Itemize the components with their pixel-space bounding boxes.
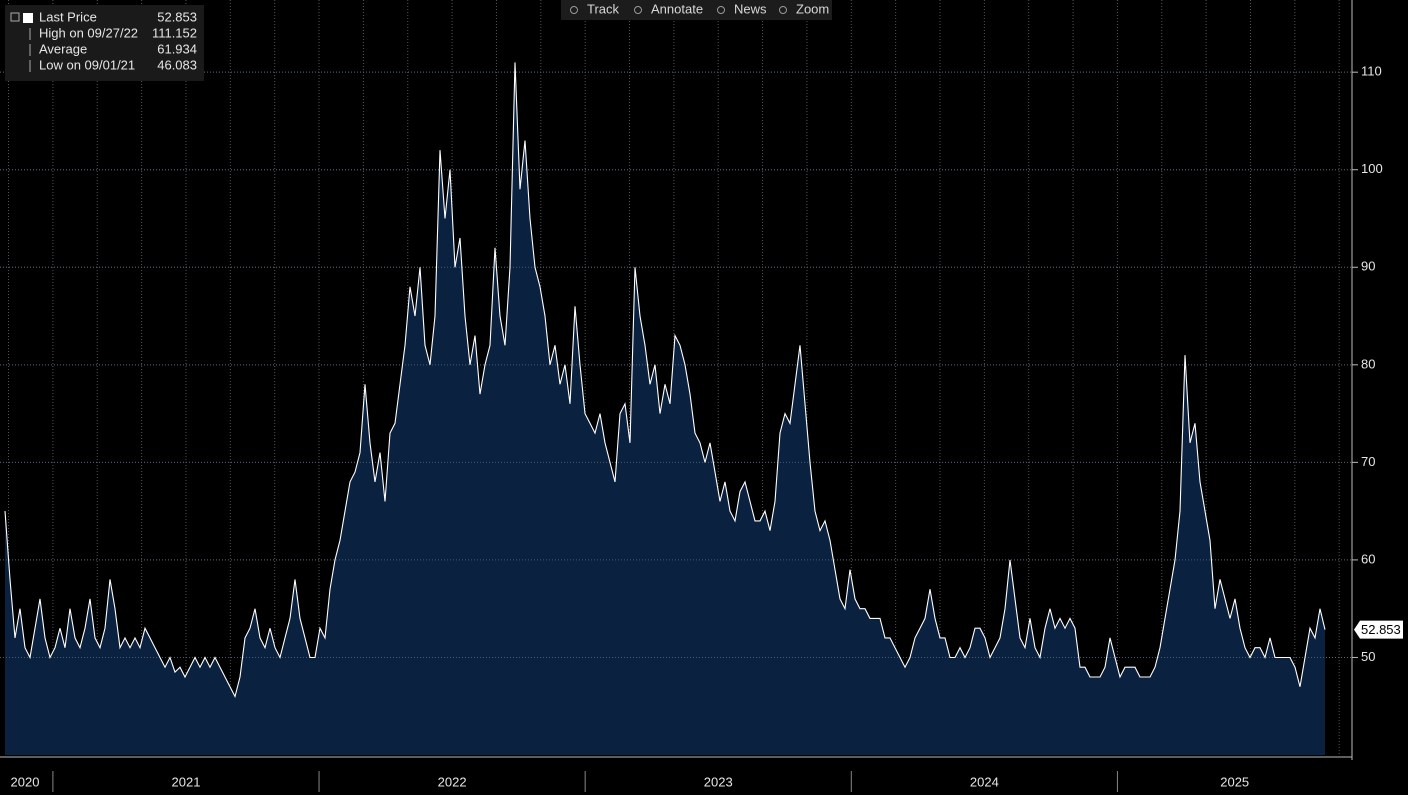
legend-value: 46.083 <box>157 57 197 72</box>
toolbar-button[interactable]: Zoom <box>796 1 829 16</box>
toolbar-button[interactable]: Annotate <box>651 1 703 16</box>
toolbar-icon <box>634 6 642 14</box>
legend-value: 111.152 <box>152 25 197 40</box>
legend-label: Average <box>39 41 87 56</box>
y-tick-label: 60 <box>1361 551 1375 566</box>
toolbar-icon <box>779 6 787 14</box>
x-tick-label: 2025 <box>1220 774 1249 789</box>
y-tick-label: 70 <box>1361 454 1375 469</box>
x-tick-label: 2023 <box>704 774 733 789</box>
x-tick-label: 2021 <box>172 774 201 789</box>
legend: Last Price 52.853 High on 09/27/22 111.152 A… <box>5 5 204 81</box>
toolbar-button[interactable]: Track <box>587 1 620 16</box>
x-tick-label: 2024 <box>970 774 999 789</box>
legend-label: Low on 09/01/21 <box>39 57 135 72</box>
toolbar: Track Annotate News Zoom <box>561 0 832 20</box>
toolbar-icon <box>717 6 725 14</box>
y-tick-label: 90 <box>1361 259 1375 274</box>
last-value-label: 52.853 <box>1361 622 1401 637</box>
legend-value: 61.934 <box>157 41 197 56</box>
legend-swatch <box>23 13 33 23</box>
last-value-box <box>1354 620 1403 639</box>
legend-box <box>5 5 204 81</box>
legend-label: High on 09/27/22 <box>39 25 138 40</box>
y-tick-label: 50 <box>1361 649 1375 664</box>
toolbar-icon <box>570 6 578 14</box>
y-tick-label: 110 <box>1361 64 1382 79</box>
legend-value: 52.853 <box>157 9 197 24</box>
last-value-marker: 52.853 <box>1354 620 1403 639</box>
y-tick-label: 80 <box>1361 356 1375 371</box>
x-tick-label: 2022 <box>438 774 467 789</box>
legend-collapse <box>10 12 20 22</box>
area <box>5 62 1325 755</box>
toolbar-box <box>561 0 832 20</box>
y-tick-label: 100 <box>1361 161 1383 176</box>
price-line <box>4 62 1326 699</box>
legend-label: Last Price <box>39 9 97 24</box>
x-tick-label: 2020 <box>11 774 40 789</box>
toolbar-button[interactable]: News <box>734 1 767 16</box>
